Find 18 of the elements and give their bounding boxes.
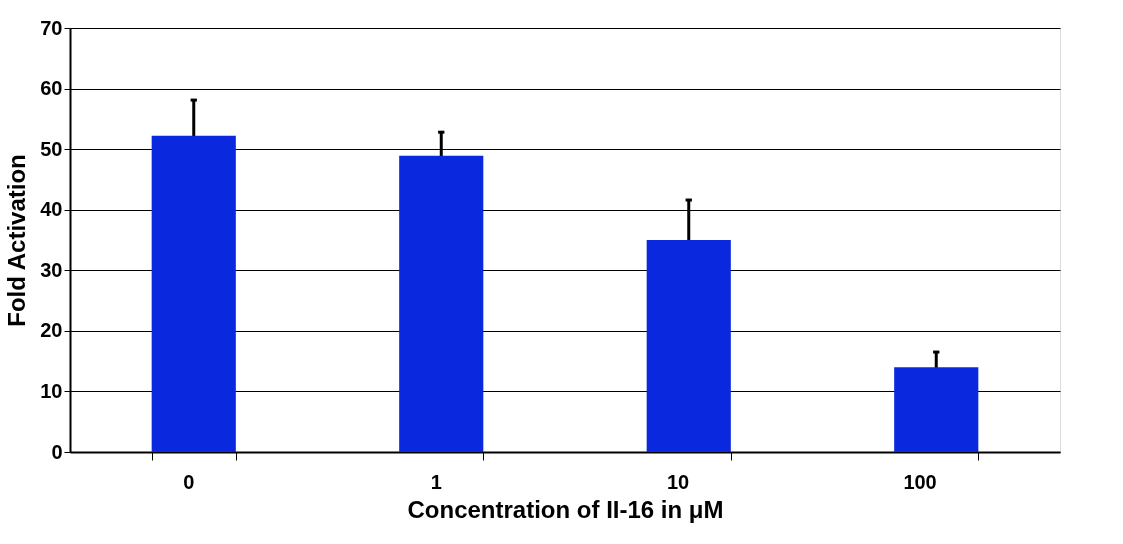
x-tick-label: 100 [903, 470, 937, 493]
y-tick-label: 70 [40, 16, 63, 39]
y-tick-label: 30 [40, 258, 63, 281]
bar [646, 240, 731, 452]
y-tick-label: 10 [40, 379, 63, 402]
x-tick-label: 0 [183, 470, 195, 493]
x-tick-label: 1 [430, 470, 442, 493]
y-tick-label: 40 [40, 198, 63, 221]
bar [894, 367, 979, 452]
x-tick-label: 10 [667, 470, 690, 493]
y-axis-title: Fold Activation [3, 154, 31, 327]
x-axis-title: Concentration of II-16 in μM [407, 495, 724, 523]
y-tick-label: 20 [40, 319, 63, 342]
y-tick-label: 50 [40, 137, 63, 160]
y-tick-label: 0 [51, 440, 63, 463]
y-tick-label: 60 [40, 77, 63, 100]
bar [151, 135, 236, 452]
bar [399, 155, 484, 452]
